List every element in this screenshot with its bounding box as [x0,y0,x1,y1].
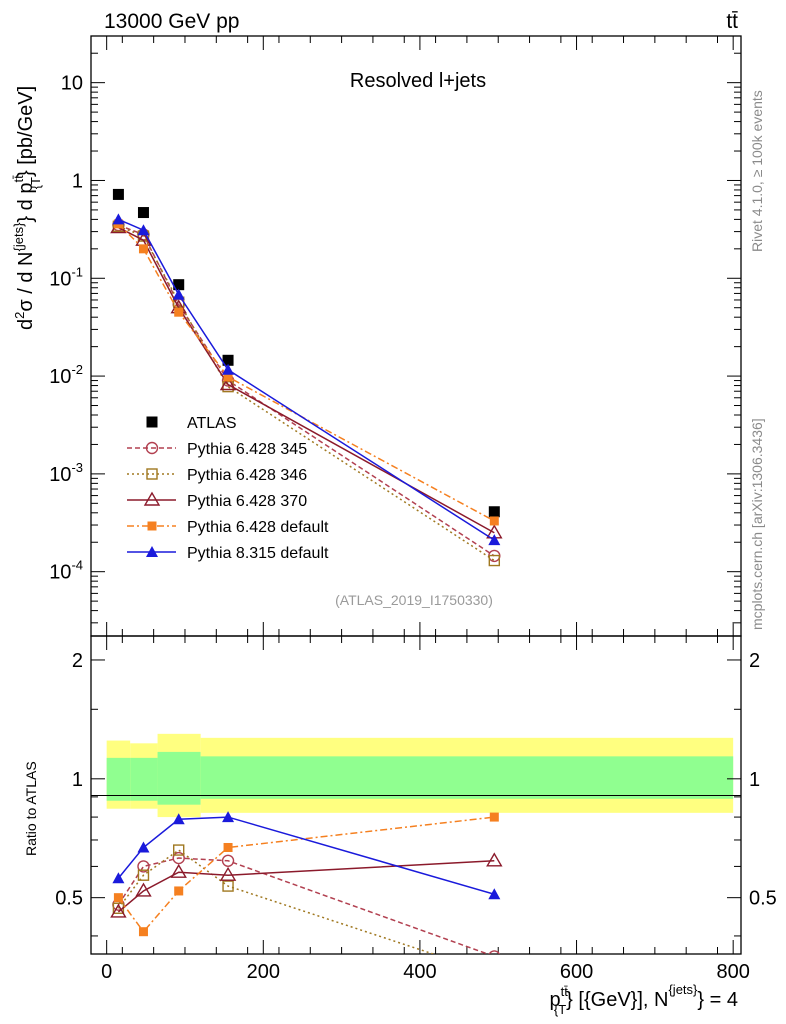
point-pythia-8-315-default [222,811,235,823]
ratio-y-tick-label-right: 1 [749,769,760,791]
point-pythia-6-428-default [489,812,499,822]
point-pythia-6-428-346 [222,880,234,892]
y-tick-label: 1 [72,170,83,192]
point-pythia-8-315-default [172,813,185,825]
energy-label: 13000 GeV pp [104,10,239,33]
x-axis-label: ptt̄ {T} [{GeV}], N{jets}} = 4 [550,982,738,1017]
series-line-pythia-6-428-346 [118,225,495,562]
legend: ATLAS Pythia 6.428 345 Pythia 6.428 346 Pyt… [127,415,329,562]
legend-marker-pythia-8-315-default [146,546,158,557]
series-line-pythia-6-428-345 [117,857,490,954]
point-atlas [112,188,124,200]
point-pythia-6-428-default [223,372,233,382]
x-tick-label: 600 [560,961,593,983]
point-pythia-8-315-default [112,872,125,884]
green-band-3 [200,756,734,799]
point-pythia-6-428-370 [110,903,127,918]
point-pythia-6-428-370 [170,863,187,878]
svg-text:ptt̄{T} [{GeV}], N{jets}} = 4: ptt̄ {T} [{GeV}], N{jets}} = 4 [550,982,738,1017]
mcplots-side-label: mcplots.cern.ch [arXiv:1306.3436] [749,418,765,630]
point-pythia-8-315-default [137,841,150,853]
ratio-y-tick-label-right: 0.5 [749,888,777,910]
series-line-pythia-6-428-345 [118,224,495,557]
point-pythia-6-428-345 [488,950,501,954]
green-band-0 [106,757,131,801]
plot-label: Resolved l+jets [350,70,486,92]
point-pythia-8-315-default [137,224,150,236]
point-atlas [173,279,185,291]
main-y-axis-label: d2σ / d N{jets}} d ptt̄ {T} [pb/GeV] [11,86,43,330]
point-pythia-6-428-346 [137,869,150,881]
legend-label-pythia-6-428-370: Pythia 6.428 370 [187,493,307,510]
x-tick-label: 0 [101,961,112,983]
green-band-2 [157,751,201,805]
x-tick-label: 800 [716,961,749,983]
point-pythia-6-428-default [223,842,233,852]
legend-label-pythia-6-428-345: Pythia 6.428 345 [187,441,307,458]
point-pythia-6-428-370 [219,866,237,881]
svg-text:d2σ / d N{jets}} d ptt̄{T} [pb: d2σ / d N{jets}} d ptt̄ {T} [pb/GeV] [11,86,43,330]
point-pythia-6-428-default [138,244,148,254]
point-pythia-6-428-345 [137,860,150,873]
series-line-pythia-6-428-370 [117,860,495,913]
legend-label-pythia-6-428-default: Pythia 6.428 default [187,519,329,536]
point-atlas [222,354,234,366]
point-pythia-6-428-370 [219,376,237,391]
point-atlas [137,207,149,219]
series-line-pythia-6-428-370 [118,226,495,534]
point-pythia-8-315-default [172,288,185,300]
point-pythia-6-428-default [113,893,123,903]
main-series-group [110,188,503,567]
point-pythia-6-428-345 [172,851,185,865]
point-pythia-8-315-default [112,213,125,225]
ratio-y-tick-label-right: 2 [749,650,760,672]
axis-ticks: 0 200 400 600 800 10 1 10-1 10-2 10-3 10-4 0.5 0.5 1 1… [49,35,777,983]
point-pythia-6-428-default [489,516,499,526]
legend-label-pythia-6-428-346: Pythia 6.428 346 [187,467,307,484]
point-pythia-6-428-346 [173,844,185,856]
point-pythia-6-428-370 [486,852,503,867]
point-pythia-6-428-346 [488,554,501,567]
point-pythia-8-315-default [222,363,235,375]
ratio-y-tick-label: 2 [72,650,83,672]
analysis-id: (ATLAS_2019_I1750330) [335,592,493,608]
uncertainty-bands [106,733,734,818]
legend-marker-pythia-6-428-370 [143,491,161,506]
y-tick-label: 10 [61,73,83,95]
ratio-y-axis-label: Ratio to ATLAS [23,761,39,856]
green-band-1 [130,757,158,801]
x-tick-label: 200 [247,961,280,983]
point-pythia-6-428-default [174,307,184,317]
point-pythia-6-428-345 [221,854,235,867]
ratio-y-tick-label: 0.5 [55,888,83,910]
legend-marker-atlas [146,416,158,428]
ratio-series-group [110,811,503,979]
y-tick-label: 10-3 [49,460,83,486]
y-tick-label: 10-2 [49,362,83,388]
legend-label-pythia-8-315-default: Pythia 8.315 default [187,545,329,562]
y-tick-label: 10-4 [49,558,83,584]
legend-label-atlas: ATLAS [187,415,237,432]
point-pythia-6-428-default [138,927,148,937]
point-pythia-6-428-346 [489,969,499,979]
point-atlas [488,506,500,518]
rivet-side-label: Rivet 4.1.0, ≥ 100k events [749,90,765,252]
point-pythia-6-428-default [174,886,184,896]
point-pythia-8-315-default [488,888,501,900]
legend-marker-pythia-6-428-default [147,521,157,531]
point-pythia-6-428-370 [135,882,152,897]
series-line-pythia-6-428-346 [117,849,436,954]
legend-marker-pythia-6-428-345 [145,441,159,455]
ratio-y-tick-label: 1 [72,769,83,791]
x-tick-label: 400 [403,961,436,983]
y-tick-label: 10-1 [49,264,83,290]
point-pythia-8-315-default [488,534,501,546]
legend-marker-pythia-6-428-346 [146,468,158,480]
process-label: tt̄ [726,10,738,33]
